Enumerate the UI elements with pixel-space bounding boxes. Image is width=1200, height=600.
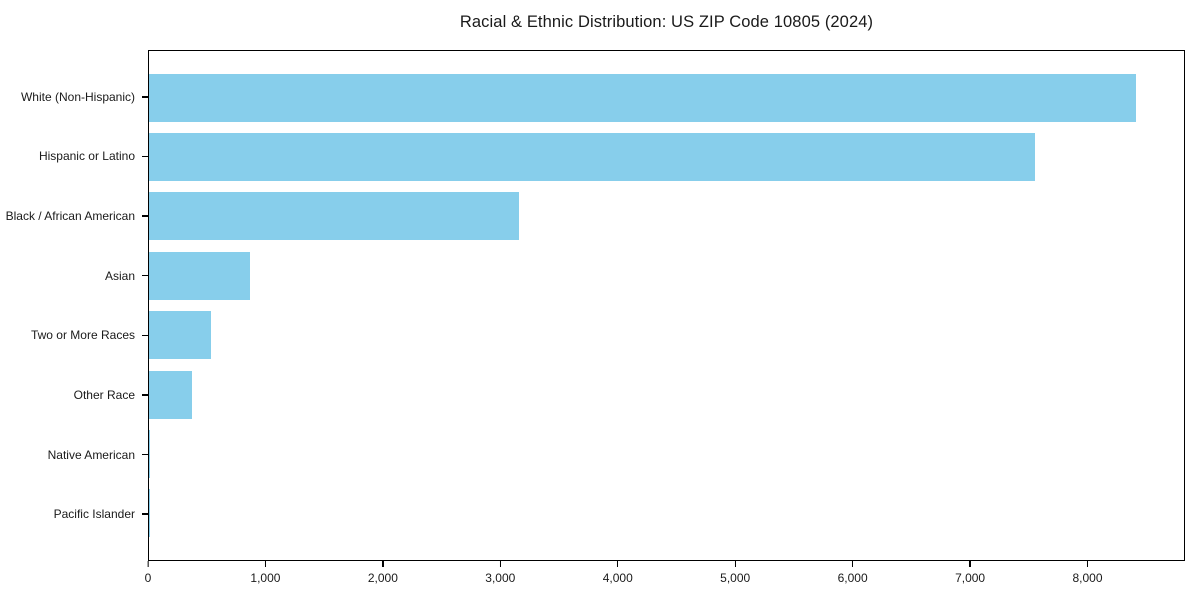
- x-tick-label: 5,000: [720, 571, 751, 585]
- bar: [149, 370, 192, 419]
- y-axis-label-row: Black / African American: [0, 186, 148, 246]
- y-tick-mark: [142, 453, 148, 456]
- x-tick-label: 8,000: [1072, 571, 1103, 585]
- plot-area: [148, 50, 1185, 561]
- chart-title: Racial & Ethnic Distribution: US ZIP Cod…: [459, 13, 874, 31]
- x-tick-label: 0: [144, 571, 152, 585]
- x-axis-tick: 5,000: [720, 561, 750, 585]
- y-tick-mark: [142, 274, 148, 277]
- y-axis-label: Other Race: [73, 387, 135, 402]
- y-axis-labels: White (Non-Hispanic) Hispanic or Latino Bl…: [0, 50, 148, 561]
- y-axis-label: Pacific Islander: [53, 507, 135, 522]
- x-tick-mark: [147, 561, 149, 567]
- x-tick-label: 4,000: [602, 571, 633, 585]
- y-axis-label: Native American: [47, 447, 135, 462]
- y-axis-label: Two or More Races: [30, 328, 135, 343]
- x-tick-mark: [499, 561, 501, 567]
- y-axis-label-row: Two or More Races: [0, 306, 148, 366]
- x-tick-mark: [1086, 561, 1089, 567]
- x-tick-mark: [382, 561, 384, 567]
- bar-row: [149, 306, 1184, 365]
- bar: [149, 73, 1136, 122]
- y-axis-label: Asian: [104, 268, 135, 283]
- bar-row: [149, 246, 1184, 305]
- bar: [149, 489, 150, 538]
- x-tick-label: 7,000: [955, 571, 986, 585]
- y-tick-mark: [142, 215, 148, 217]
- x-tick-mark: [264, 561, 267, 567]
- y-axis-label-row: White (Non-Hispanic): [0, 67, 148, 127]
- y-tick-mark: [142, 334, 148, 336]
- bar-row: [149, 187, 1184, 246]
- bars-container: [149, 51, 1184, 560]
- bar-row: [149, 424, 1184, 483]
- y-tick-mark: [142, 394, 148, 396]
- x-axis-tick: 0: [144, 561, 152, 585]
- x-axis-tick: 6,000: [838, 561, 868, 585]
- y-axis-label-row: Hispanic or Latino: [0, 127, 148, 187]
- y-axis-label-row: Pacific Islander: [0, 484, 148, 544]
- y-axis-label-row: Other Race: [0, 365, 148, 425]
- x-tick-label: 1,000: [250, 571, 281, 585]
- y-axis-label-row: Asian: [0, 246, 148, 306]
- bar-row: [149, 68, 1184, 127]
- x-axis-tick: 8,000: [1073, 561, 1103, 585]
- y-axis-label: Black / African American: [5, 209, 135, 224]
- x-tick-label: 3,000: [485, 571, 516, 585]
- y-axis-label: White (Non-Hispanic): [20, 89, 135, 104]
- y-tick-mark: [142, 513, 148, 515]
- bar: [149, 192, 520, 241]
- bar-row: [149, 365, 1184, 424]
- y-tick-mark: [142, 155, 148, 158]
- x-axis-tick: 3,000: [485, 561, 515, 585]
- bar: [149, 133, 1036, 182]
- bar-row: [149, 484, 1184, 543]
- x-tick-mark: [851, 561, 854, 567]
- x-axis-tick: 7,000: [955, 561, 985, 585]
- y-axis-label-row: Native American: [0, 425, 148, 485]
- x-tick-label: 6,000: [837, 571, 868, 585]
- x-axis: 0 1,000 2,000 3,000 4,000 5,000 6,000 7,000 8,00…: [144, 561, 1185, 593]
- bar-row: [149, 127, 1184, 186]
- y-axis-label: Hispanic or Latino: [38, 149, 135, 164]
- bar: [149, 311, 212, 360]
- y-tick-mark: [142, 96, 148, 98]
- x-axis-tick: 4,000: [603, 561, 633, 585]
- bar: [149, 429, 151, 478]
- x-tick-mark: [734, 561, 736, 567]
- x-tick-label: 2,000: [367, 571, 398, 585]
- x-axis-tick: 2,000: [368, 561, 398, 585]
- x-tick-mark: [617, 561, 619, 567]
- x-tick-mark: [969, 561, 971, 567]
- x-axis-tick: 1,000: [250, 561, 280, 585]
- bar: [149, 251, 250, 300]
